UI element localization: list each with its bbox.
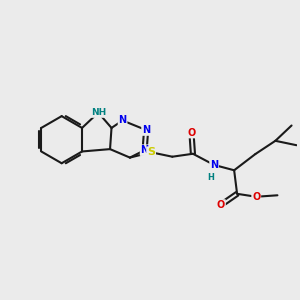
Text: O: O bbox=[217, 200, 225, 210]
Text: NH: NH bbox=[91, 108, 106, 117]
Text: N: N bbox=[210, 160, 218, 170]
Text: N: N bbox=[141, 145, 149, 155]
Text: N: N bbox=[118, 116, 127, 125]
Text: S: S bbox=[147, 147, 155, 157]
Text: N: N bbox=[142, 125, 150, 135]
Text: O: O bbox=[187, 128, 196, 138]
Text: O: O bbox=[252, 192, 260, 202]
Text: H: H bbox=[208, 173, 214, 182]
